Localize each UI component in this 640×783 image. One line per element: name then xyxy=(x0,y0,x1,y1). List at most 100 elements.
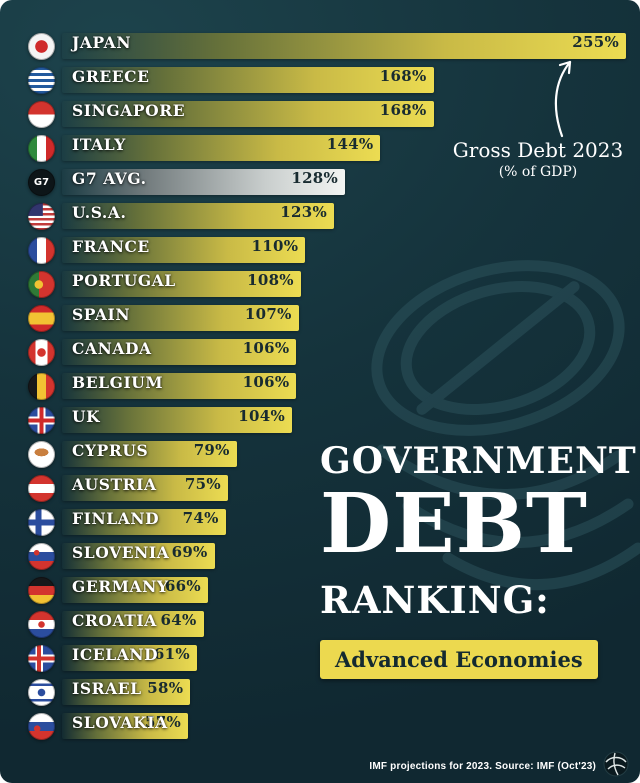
country-label: UK xyxy=(72,407,101,426)
title-line2: DEBT xyxy=(320,476,588,572)
annotation-line2: (% of GDP) xyxy=(498,164,578,180)
bar-row: 108% PORTUGAL xyxy=(28,270,626,298)
country-flag-icon xyxy=(28,32,55,60)
bar-row: 57% SLOVAKIA xyxy=(28,712,626,740)
bar-row: 168% SINGAPORE xyxy=(28,100,626,128)
bar-value: 168% xyxy=(379,67,427,85)
bar: 123% xyxy=(62,203,335,229)
bar-row: 61% ICELAND xyxy=(28,644,626,672)
bar-track: 144% ITALY xyxy=(62,135,626,161)
bar-row: 58% ISRAEL xyxy=(28,678,626,706)
country-label: PORTUGAL xyxy=(72,271,176,290)
bar-row: 106% CANADA xyxy=(28,338,626,366)
country-label: SPAIN xyxy=(72,305,131,324)
country-flag-icon xyxy=(28,712,55,740)
bar: 79% xyxy=(62,441,237,467)
bar: 144% xyxy=(62,135,381,161)
bar-track: 75% AUSTRIA xyxy=(62,475,626,501)
country-label: SINGAPORE xyxy=(72,101,186,120)
country-flag-icon xyxy=(28,338,55,366)
bar-row: 144% ITALY xyxy=(28,134,626,162)
country-flag-icon: G7 xyxy=(28,168,55,196)
bar-value: 79% xyxy=(193,441,230,459)
bar-track: 168% SINGAPORE xyxy=(62,101,626,127)
bar: 255% xyxy=(62,33,626,59)
bar: 104% xyxy=(62,407,293,433)
country-flag-icon xyxy=(28,202,55,230)
bar-track: 106% CANADA xyxy=(62,339,626,365)
title-block: GOVERNMENT DEBT RANKING: Advanced Econom… xyxy=(320,440,637,679)
bar-value: 104% xyxy=(238,407,286,425)
bar-row: 168% GREECE xyxy=(28,66,626,94)
bar-row: 75% AUSTRIA xyxy=(28,474,626,502)
bar-value: 128% xyxy=(291,169,339,187)
country-label: ISRAEL xyxy=(72,679,142,698)
coins-illustration-icon xyxy=(371,260,640,591)
bar: 69% xyxy=(62,543,215,569)
annotation-line1: Gross Debt 2023 xyxy=(452,138,624,162)
bar: 106% xyxy=(62,339,297,365)
bar: 168% xyxy=(62,67,434,93)
chart-annotation: Gross Debt 2023 (% of GDP) xyxy=(450,138,626,180)
brand-logo-icon xyxy=(603,751,629,777)
country-label: G7 AVG. xyxy=(72,169,147,188)
country-label: ITALY xyxy=(72,135,126,154)
country-label: SLOVENIA xyxy=(72,543,170,562)
bar-row: 123% U.S.A. xyxy=(28,202,626,230)
country-flag-icon xyxy=(28,610,55,638)
country-label: AUSTRIA xyxy=(72,475,157,494)
country-label: SLOVAKIA xyxy=(72,713,168,732)
country-flag-icon xyxy=(28,678,55,706)
country-flag-icon xyxy=(28,576,55,604)
bar-value: 74% xyxy=(182,509,219,527)
bar-value: 57% xyxy=(145,713,182,731)
bar-value: 107% xyxy=(244,305,292,323)
bar-row: 107% SPAIN xyxy=(28,304,626,332)
country-label: U.S.A. xyxy=(72,203,127,222)
country-label: JAPAN xyxy=(72,33,132,52)
country-flag-icon xyxy=(28,372,55,400)
bar-row: 255% JAPAN xyxy=(28,32,626,60)
bar-value: 255% xyxy=(572,33,619,51)
bar: 107% xyxy=(62,305,299,331)
source-note: IMF projections for 2023. Source: IMF (O… xyxy=(369,761,596,772)
bar-track: 106% BELGIUM xyxy=(62,373,626,399)
bar-value: 168% xyxy=(379,101,427,119)
bar-value: 110% xyxy=(251,237,299,255)
bar-row: 110% FRANCE xyxy=(28,236,626,264)
bar-track: 104% UK xyxy=(62,407,626,433)
bar-track: 58% ISRAEL xyxy=(62,679,626,705)
bar-track: 69% SLOVENIA xyxy=(62,543,626,569)
bar: 64% xyxy=(62,611,204,637)
country-label: BELGIUM xyxy=(72,373,164,392)
bar-track: 107% SPAIN xyxy=(62,305,626,331)
bar-track: 168% GREECE xyxy=(62,67,626,93)
bar-value: 144% xyxy=(326,135,374,153)
bar-track: 79% CYPRUS xyxy=(62,441,626,467)
bar-track: 128% G7 AVG. xyxy=(62,169,626,195)
bar-track: 110% FRANCE xyxy=(62,237,626,263)
country-flag-icon xyxy=(28,440,55,468)
bar-value: 75% xyxy=(184,475,221,493)
bar: 57% xyxy=(62,713,189,739)
bar-row: 69% SLOVENIA xyxy=(28,542,626,570)
bar-value: 106% xyxy=(242,373,290,391)
bar-row: 79% CYPRUS xyxy=(28,440,626,468)
bar: 74% xyxy=(62,509,226,535)
country-label: GERMANY xyxy=(72,577,169,596)
country-flag-icon xyxy=(28,406,55,434)
country-flag-icon xyxy=(28,100,55,128)
title-line1: GOVERNMENT xyxy=(320,440,637,482)
bar-value: 58% xyxy=(147,679,184,697)
country-flag-icon xyxy=(28,508,55,536)
country-label: ICELAND xyxy=(72,645,159,664)
country-label: CYPRUS xyxy=(72,441,149,460)
bar: 66% xyxy=(62,577,208,603)
country-flag-icon xyxy=(28,236,55,264)
bar-value: 123% xyxy=(280,203,328,221)
bar-row: 104% UK xyxy=(28,406,626,434)
bar: 108% xyxy=(62,271,301,297)
bar-value: 66% xyxy=(164,577,201,595)
country-label: CROATIA xyxy=(72,611,157,630)
